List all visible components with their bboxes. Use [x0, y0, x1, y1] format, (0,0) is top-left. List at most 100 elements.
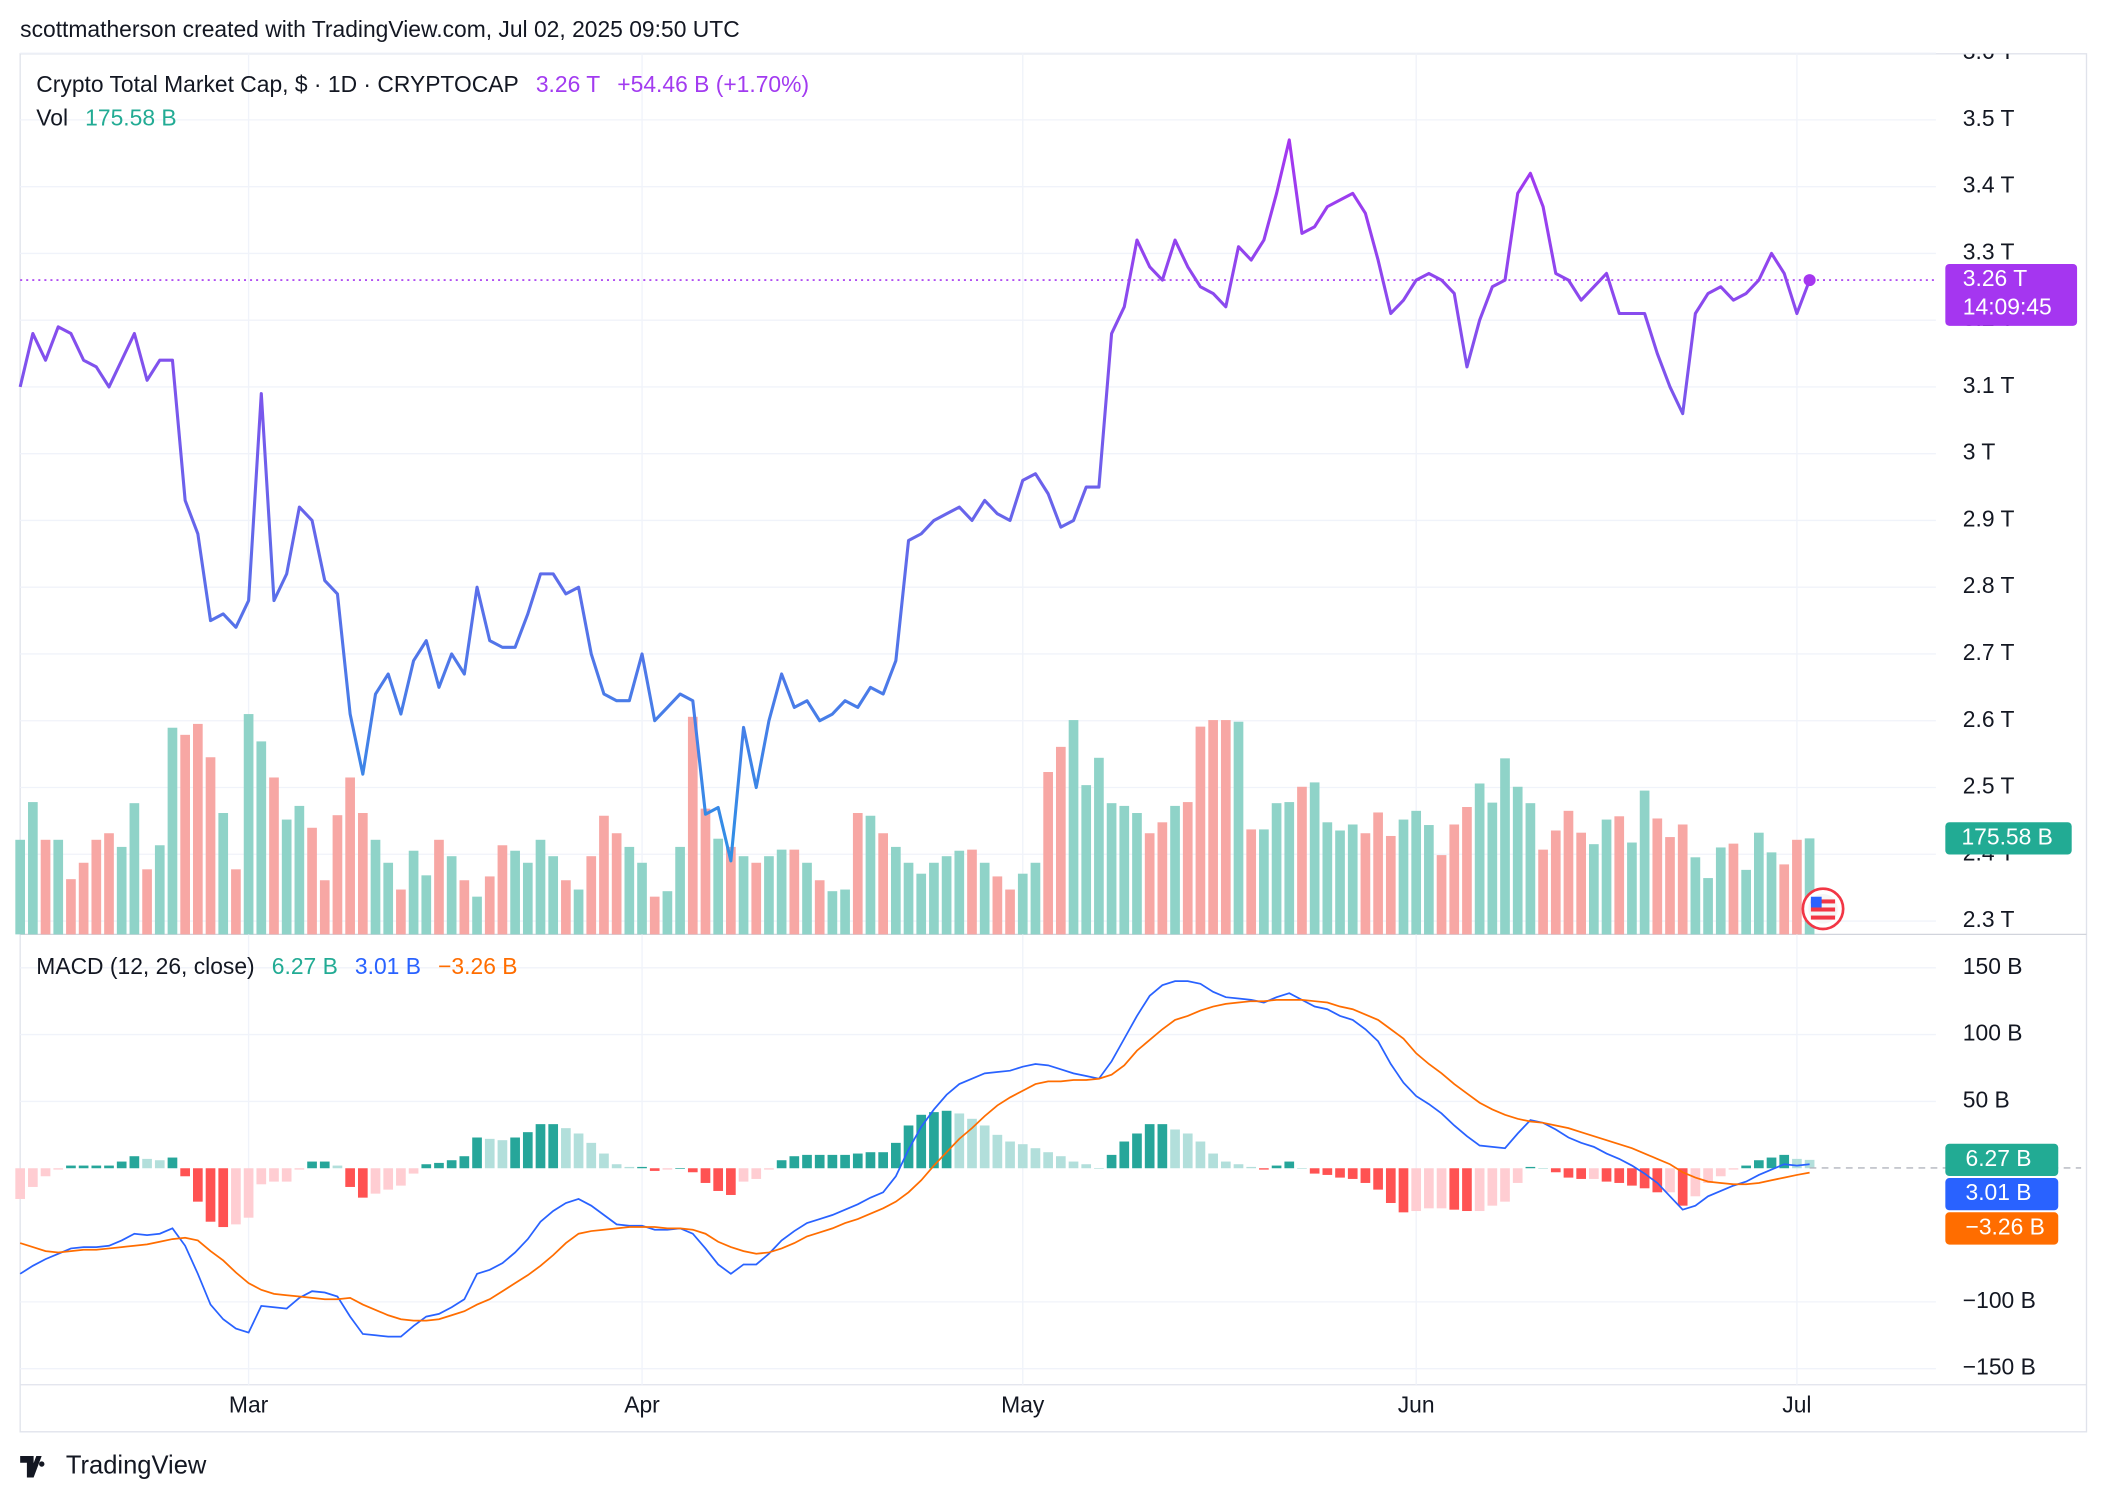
macd-title: MACD (12, 26, close) [36, 953, 254, 979]
volume-bar [535, 839, 546, 935]
histogram-bar [1157, 1124, 1168, 1169]
histogram-bar [294, 1168, 305, 1170]
volume-bar [1500, 758, 1510, 935]
volume-bar [307, 827, 317, 935]
histogram-bar [713, 1168, 724, 1191]
volume-bar [1487, 802, 1498, 935]
volume-bar [1106, 803, 1117, 935]
histogram-bar [1030, 1148, 1041, 1169]
volume-bar [764, 856, 774, 935]
volume-bar [1538, 849, 1548, 935]
volume-bar [611, 833, 622, 935]
histogram-bar [1690, 1168, 1701, 1197]
histogram-bar [1297, 1168, 1307, 1169]
price-line [18, 138, 1812, 863]
legend-main: Crypto Total Market Cap, $ · 1D · CRYPTO… [36, 71, 809, 97]
histogram-bar [1411, 1168, 1422, 1212]
volume-bar [104, 833, 114, 935]
hist-value: 6.27 B [272, 953, 338, 979]
volume-bar [1246, 829, 1257, 935]
histogram-bar [535, 1124, 546, 1169]
volume-bar [193, 723, 203, 935]
y-tick-label: 3.1 T [1963, 372, 2015, 398]
histogram-bar [1335, 1168, 1345, 1178]
volume-bar [903, 862, 914, 935]
volume-bar [840, 889, 850, 935]
histogram-bar [916, 1114, 927, 1169]
histogram-bar [1449, 1168, 1460, 1210]
volume-bar [827, 891, 838, 935]
volume-bar [1030, 862, 1041, 935]
x-tick-label: Apr [624, 1391, 660, 1417]
volume-bar [662, 891, 673, 935]
histogram-bar [992, 1134, 1003, 1169]
histogram-bar [675, 1168, 685, 1169]
histogram-bar [1512, 1168, 1523, 1183]
histogram-bar [53, 1168, 64, 1170]
value-tag-label: −3.26 B [1965, 1213, 2044, 1239]
y-tick-label: 3 T [1963, 439, 1996, 465]
histogram-bar [1271, 1165, 1282, 1169]
histogram-bar [1804, 1159, 1815, 1169]
histogram-bar [1614, 1168, 1625, 1183]
volume-bar [180, 734, 190, 935]
volume-bar [1627, 842, 1637, 935]
histogram-bar [434, 1162, 444, 1169]
histogram-bar [1500, 1168, 1510, 1202]
volume-bar [1081, 785, 1092, 935]
histogram-bar [1132, 1133, 1142, 1169]
histogram-bar [979, 1125, 990, 1169]
volume-bar [1703, 878, 1713, 935]
volume-bar [713, 838, 724, 935]
brand-name: TradingView [66, 1452, 207, 1480]
histogram-bar [104, 1165, 114, 1169]
volume-bar [1652, 818, 1663, 935]
histogram-bar [205, 1168, 216, 1222]
volume-bar [1043, 772, 1053, 935]
y-tick-label: 3.3 T [1963, 238, 2015, 264]
histogram-bar [827, 1154, 838, 1169]
marks [15, 138, 2082, 1338]
volume-bar [878, 833, 888, 935]
histogram-bar [1753, 1160, 1764, 1169]
volume-bar [1322, 822, 1333, 935]
x-tick-label: Mar [229, 1391, 269, 1417]
volume-bar [1576, 832, 1587, 935]
volume-bar [116, 846, 127, 935]
volume-bar [434, 839, 444, 935]
volume-bar [1005, 889, 1015, 935]
macd-line [19, 980, 1810, 1338]
histogram-bar [1385, 1168, 1396, 1203]
x-tick-label: Jun [1398, 1391, 1435, 1417]
y-tick-label: −150 B [1963, 1354, 2036, 1380]
histogram-bar [586, 1142, 597, 1169]
histogram-bar [852, 1153, 863, 1169]
histogram-bar [1043, 1152, 1053, 1169]
volume-bar [1284, 802, 1295, 935]
volume-tag-label: 175.58 B [1961, 823, 2052, 849]
volume-bar [1741, 869, 1751, 935]
histogram-bar [1259, 1168, 1269, 1170]
volume-bar [167, 727, 178, 935]
volume-bar [408, 850, 419, 935]
volume-bar [1728, 843, 1739, 935]
y-tick-label: 3.5 T [1963, 105, 2015, 131]
volume-bar [1424, 825, 1434, 935]
histogram-bar [510, 1137, 520, 1169]
histogram-bar [611, 1164, 622, 1169]
histogram-bar [484, 1138, 495, 1169]
volume-bar [726, 846, 736, 935]
volume-bar [941, 856, 952, 935]
volume-bar [751, 862, 762, 935]
histogram-bar [1170, 1129, 1180, 1169]
histogram-bar [218, 1168, 229, 1228]
volume-bar [916, 873, 927, 935]
histogram-bar [1677, 1168, 1688, 1206]
histogram-bar [319, 1161, 330, 1169]
volume-bar [345, 777, 355, 935]
volume-bar [586, 856, 597, 935]
histogram-bar [941, 1110, 952, 1169]
x-tick-label: Jul [1782, 1391, 1811, 1417]
